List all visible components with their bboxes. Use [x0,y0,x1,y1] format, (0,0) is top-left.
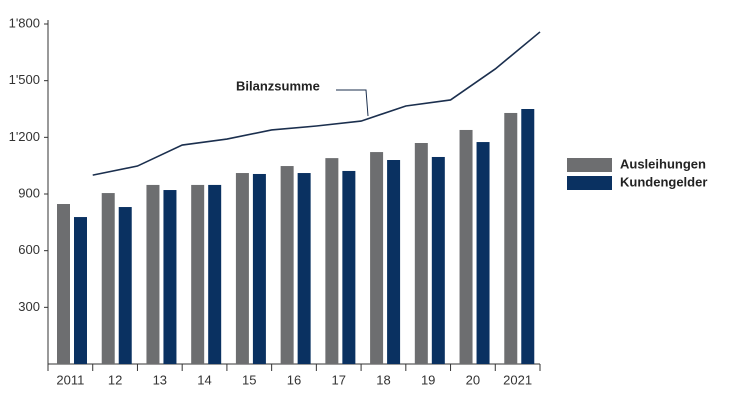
bar [74,217,87,364]
x-tick-label: 20 [466,372,480,387]
annotation-leader [336,89,369,117]
legend-label: Ausleihungen [620,156,706,171]
bar [521,109,535,364]
x-tick-label: 2011 [56,372,84,387]
line-series [92,31,541,176]
legend-label: Kundengelder [620,174,707,189]
bar [252,173,266,364]
x-tick-label: 16 [287,372,301,387]
bar [208,184,222,364]
bar [325,158,339,364]
bar [146,184,160,364]
x-tick-label: 13 [153,372,167,387]
bar [459,129,473,364]
bar [280,166,294,364]
bar [163,190,177,364]
y-tick-label: 600 [18,242,40,257]
bar [101,193,115,364]
y-tick-label: 900 [18,185,40,200]
bar [504,112,518,364]
x-tick-label: 12 [108,372,122,387]
x-tick-label: 15 [242,372,256,387]
bar [476,142,490,364]
bar [387,160,401,364]
bar [342,170,356,364]
x-tick-label: 18 [376,372,390,387]
y-tick-label: 300 [18,299,40,314]
x-tick-label: 2021 [503,372,532,387]
legend-swatch [567,158,612,172]
x-tick-label: 17 [331,372,345,387]
y-tick-label: 1'800 [9,15,40,30]
bar [414,143,428,364]
bar [57,204,70,364]
bar [431,156,445,364]
bar [297,173,311,364]
legend-swatch [567,176,612,190]
bar [235,173,249,364]
x-tick-label: 19 [421,372,435,387]
y-tick-label: 1'200 [9,129,40,144]
y-tick-label: 1'500 [9,72,40,87]
bar [370,152,384,364]
line-annotation: Bilanzsumme [236,78,320,93]
bar [191,184,205,364]
x-tick-label: 14 [197,372,211,387]
bar [118,207,132,364]
